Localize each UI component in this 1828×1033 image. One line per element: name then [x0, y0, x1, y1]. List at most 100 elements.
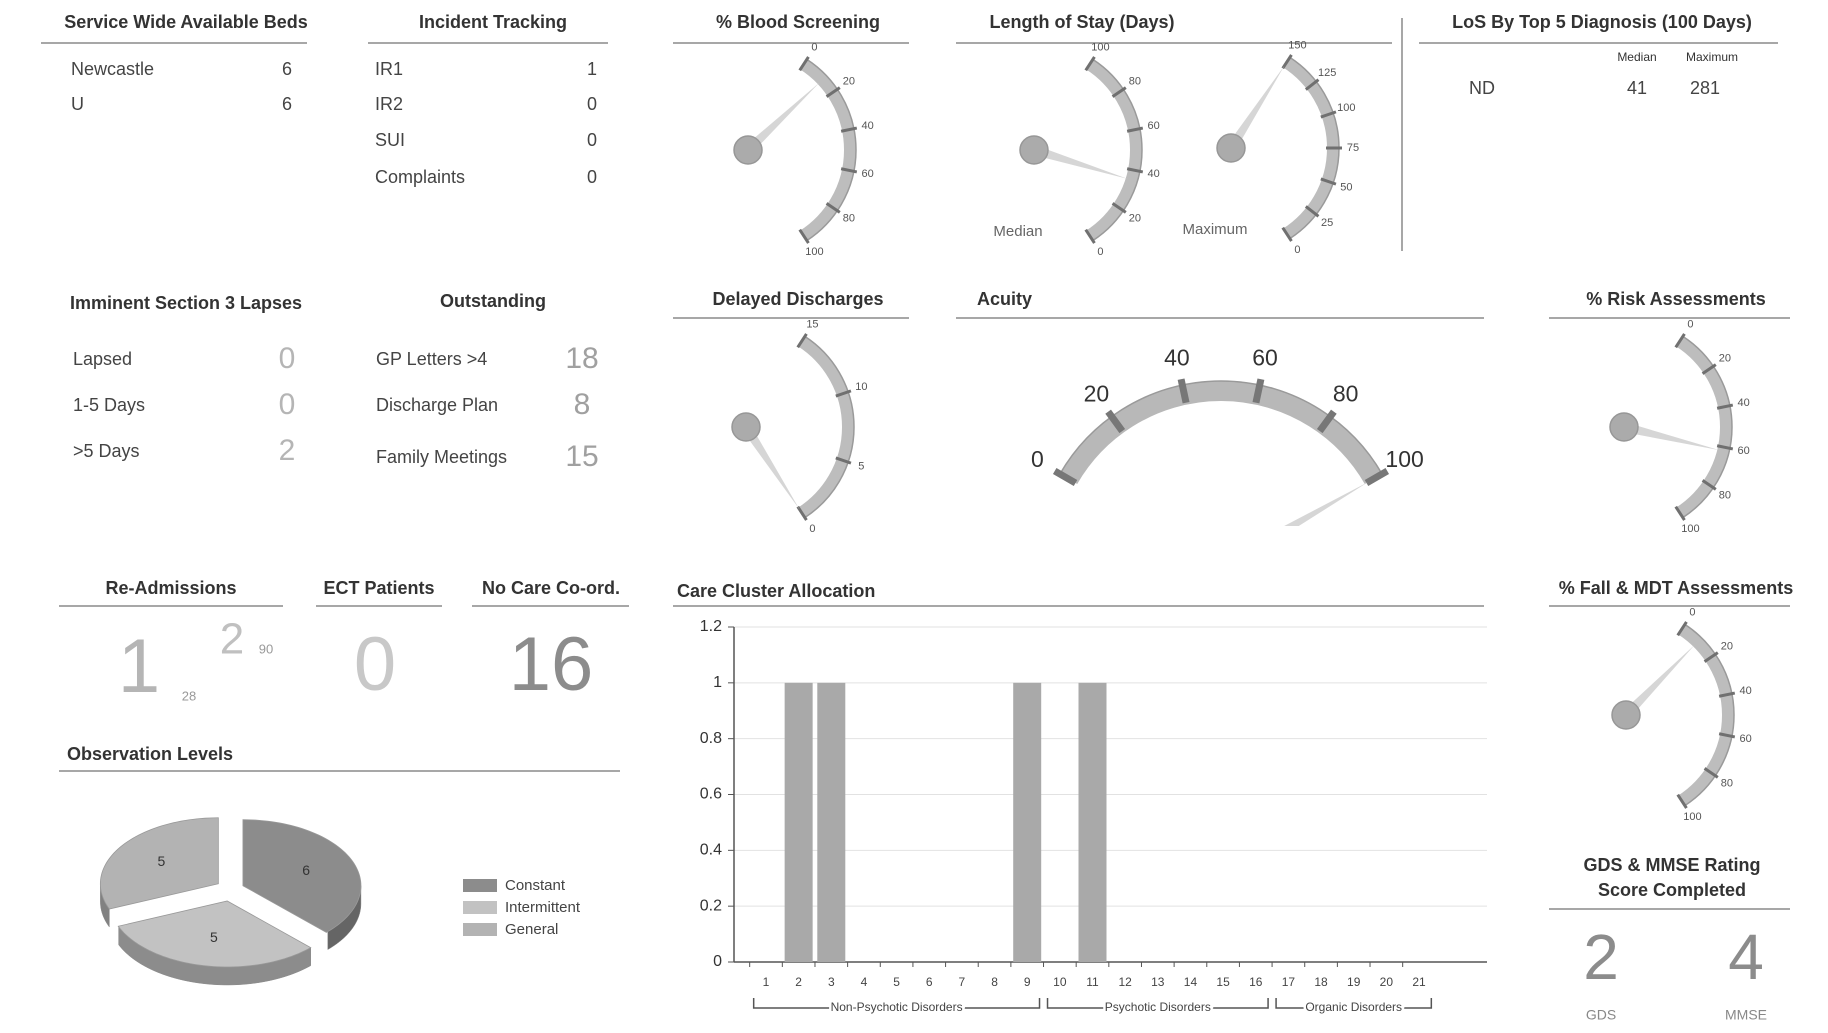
- panel-title: % Fall & MDT Assessments: [1559, 578, 1793, 598]
- panel-title: Length of Stay (Days): [989, 12, 1174, 32]
- gauge-tick-label: 20: [1129, 212, 1141, 224]
- x-tick-label: 17: [1282, 975, 1296, 989]
- panel-title: Delayed Discharges: [712, 289, 883, 309]
- gauge-tick-label: 5: [858, 461, 864, 473]
- row-value: 1: [587, 59, 597, 79]
- legend-swatch: [463, 901, 497, 914]
- dial-tick-label: 80: [1333, 381, 1359, 407]
- gauge-tick-label: 75: [1347, 142, 1359, 154]
- gauge-tick: [1304, 78, 1320, 91]
- column-header: Maximum: [1686, 50, 1738, 64]
- gauge-tick: [1304, 205, 1320, 218]
- x-tick-label: 16: [1249, 975, 1263, 989]
- dial-band: [1059, 381, 1383, 485]
- gauge-tick-label: 100: [805, 246, 823, 258]
- y-tick-label: 0.2: [700, 897, 722, 914]
- gauge-needle: [744, 82, 820, 154]
- gauge-tick: [796, 333, 808, 349]
- score-label: MMSE: [1725, 1007, 1767, 1023]
- x-tick-label: 20: [1380, 975, 1394, 989]
- gauge-tick-label: 15: [806, 319, 818, 331]
- gauge-needle: [1032, 145, 1128, 179]
- small-number: 28: [182, 688, 196, 703]
- gauge-tick: [825, 86, 841, 98]
- gauge-edge: [1682, 335, 1733, 519]
- row-value: 18: [565, 342, 598, 375]
- gauge-tick: [1320, 177, 1337, 186]
- x-tick-label: 2: [795, 975, 802, 989]
- gauge-tick: [1718, 732, 1736, 739]
- x-tick-label: 8: [991, 975, 998, 989]
- x-tick-label: 4: [861, 975, 868, 989]
- gauge-tick: [1703, 651, 1719, 663]
- gauge-hub: [733, 135, 763, 165]
- panel-title: % Risk Assessments: [1586, 289, 1765, 309]
- y-tick-label: 0.8: [700, 730, 722, 747]
- gauge-needle: [741, 424, 800, 510]
- gauge-label: Median: [993, 223, 1042, 240]
- gauge-tick: [1674, 505, 1686, 521]
- row-value: 281: [1690, 78, 1720, 98]
- x-tick-label: 11: [1086, 975, 1099, 989]
- gauge-tick: [1703, 767, 1719, 779]
- gauge-tick-label: 60: [1147, 120, 1159, 132]
- row-value: 0: [587, 167, 597, 187]
- gauge-tick: [1281, 226, 1293, 242]
- x-tick-label: 12: [1118, 975, 1132, 989]
- row-label: >5 Days: [73, 441, 140, 461]
- x-tick-label: 7: [959, 975, 966, 989]
- big-number: 0: [354, 622, 396, 707]
- gauge-tick-label: 50: [1340, 182, 1352, 194]
- gauge-tick-label: 40: [1737, 397, 1749, 409]
- legend-swatch: [463, 879, 497, 892]
- gauge-tick-label: 125: [1318, 67, 1336, 79]
- gauge-needle: [1226, 65, 1285, 151]
- gauge-tick-label: 60: [1737, 445, 1749, 457]
- dial-tick: [1177, 378, 1190, 404]
- dial-edge: [1059, 380, 1383, 475]
- row-value: 2: [279, 434, 296, 467]
- bar: [1013, 682, 1042, 962]
- gauge-tick: [1716, 444, 1734, 451]
- gauge-band: [1676, 336, 1732, 518]
- group-bracket: [1046, 998, 1269, 1009]
- gauge-tick-label: 40: [861, 120, 873, 132]
- gauge-band: [798, 336, 854, 518]
- gauge-tick-label: 0: [1687, 319, 1693, 331]
- gauge-tick: [825, 202, 841, 214]
- dial-tick-label: 60: [1252, 345, 1278, 371]
- gauge-hub: [1611, 700, 1641, 730]
- pie-value-label: 5: [158, 853, 166, 869]
- group-label: Non-Psychotic Disorders: [831, 1000, 963, 1014]
- gauge-tick-label: 100: [1091, 42, 1109, 54]
- row-label: 1-5 Days: [73, 395, 145, 415]
- gauge-hub: [1216, 133, 1246, 163]
- big-number: 1: [118, 624, 160, 709]
- row-value: 8: [574, 388, 591, 421]
- panel-title: Service Wide Available Beds: [64, 12, 308, 32]
- panel-title: Observation Levels: [67, 744, 233, 764]
- gauge-tick-label: 40: [1147, 168, 1159, 180]
- bar: [1078, 682, 1107, 962]
- gauge-tick: [1701, 479, 1717, 491]
- gauge-hub: [1019, 135, 1049, 165]
- gauge-tick-label: 100: [1337, 102, 1355, 114]
- gauge-tick: [1718, 691, 1736, 698]
- gauge-tick-label: 0: [1097, 246, 1103, 258]
- score-label: GDS: [1586, 1007, 1616, 1023]
- gauge-tick-label: 25: [1321, 217, 1333, 229]
- gauge-tick: [1126, 126, 1144, 133]
- big-number: 4: [1728, 921, 1764, 993]
- gauge-hub: [1609, 412, 1639, 442]
- row-label: U: [71, 94, 84, 114]
- column-header: Median: [1617, 50, 1656, 64]
- gauge-tick: [840, 126, 858, 133]
- legend-label: General: [505, 921, 558, 938]
- panel-title: Re-Admissions: [105, 578, 236, 598]
- gauge-tick: [1320, 110, 1337, 119]
- gauge-tick: [840, 167, 858, 174]
- gauge-tick: [798, 228, 810, 244]
- panel-title: Incident Tracking: [419, 12, 567, 32]
- gauge-tick: [835, 389, 852, 398]
- dial-tick: [1252, 378, 1265, 404]
